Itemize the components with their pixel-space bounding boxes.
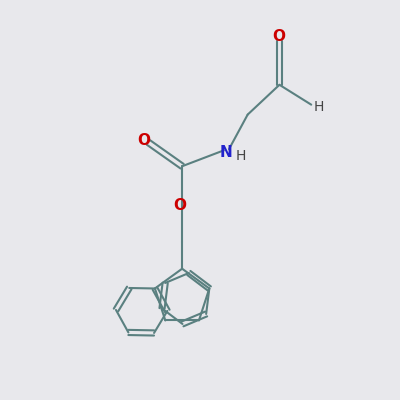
Text: O: O bbox=[174, 198, 187, 214]
Text: O: O bbox=[137, 133, 150, 148]
Text: O: O bbox=[272, 29, 285, 44]
Text: H: H bbox=[236, 148, 246, 162]
Text: N: N bbox=[220, 145, 232, 160]
Text: H: H bbox=[314, 100, 324, 114]
